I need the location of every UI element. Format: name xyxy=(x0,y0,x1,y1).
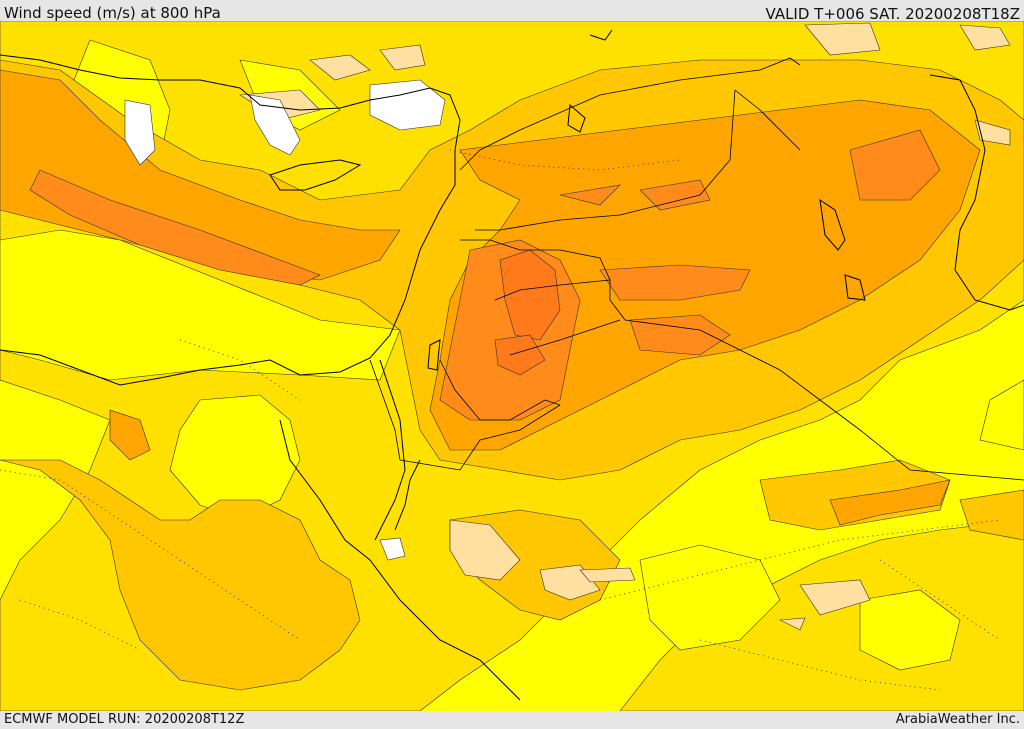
coastlines xyxy=(0,29,1024,701)
credit: ArabiaWeather Inc. xyxy=(895,712,1020,727)
map-footer: ECMWF MODEL RUN: 20200208T12Z ArabiaWeat… xyxy=(0,711,1024,729)
sub-level-contours xyxy=(0,149,1001,691)
map-header: Wind speed (m/s) at 800 hPa VALID T+006 … xyxy=(0,2,1024,23)
valid-time: VALID T+006 SAT. 20200208T18Z xyxy=(765,5,1020,23)
level-6-contours xyxy=(494,249,561,376)
map-title: Wind speed (m/s) at 800 hPa xyxy=(4,4,221,22)
country-borders xyxy=(369,57,1024,481)
calm-white-areas xyxy=(124,79,446,561)
wind-speed-map[interactable] xyxy=(0,21,1024,711)
model-run: ECMWF MODEL RUN: 20200208T12Z xyxy=(4,712,245,727)
map-canvas xyxy=(0,21,1024,711)
